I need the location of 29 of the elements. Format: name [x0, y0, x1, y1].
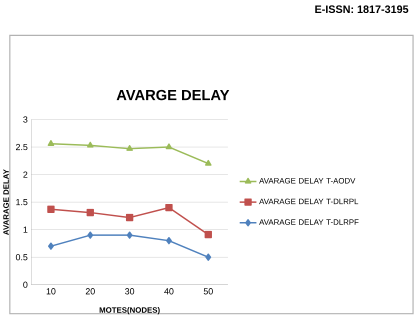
point — [204, 231, 212, 238]
point — [48, 140, 54, 146]
x-tick-label: 50 — [204, 288, 213, 295]
x-tick-label: 40 — [164, 288, 174, 295]
point — [47, 206, 55, 214]
y-tick-label: 2.5 — [16, 144, 28, 150]
text: E-ISSN: 1817-3195 — [315, 6, 408, 14]
y-tick-label: 1 — [24, 226, 28, 233]
y-tick-label: 1.5 — [16, 199, 28, 206]
x-tick-label: 30 — [125, 288, 134, 295]
point — [86, 209, 94, 216]
point — [48, 242, 54, 250]
point — [205, 254, 212, 262]
point — [165, 204, 173, 212]
point — [126, 232, 133, 240]
x-tick-label: 10 — [46, 288, 56, 295]
point — [126, 145, 133, 152]
point — [87, 232, 94, 240]
y-tick-label: 0.5 — [16, 254, 28, 261]
y-tick-label: 3 — [23, 116, 28, 123]
point — [205, 160, 212, 166]
y-tick-label: 0 — [23, 282, 28, 288]
x-tick-label: 20 — [86, 288, 95, 295]
point — [126, 214, 134, 222]
y-tick-label: 2 — [23, 172, 28, 178]
point — [166, 144, 172, 150]
point — [166, 237, 172, 245]
chart-title: AVARGE DELAY — [116, 90, 230, 100]
point — [86, 142, 94, 148]
